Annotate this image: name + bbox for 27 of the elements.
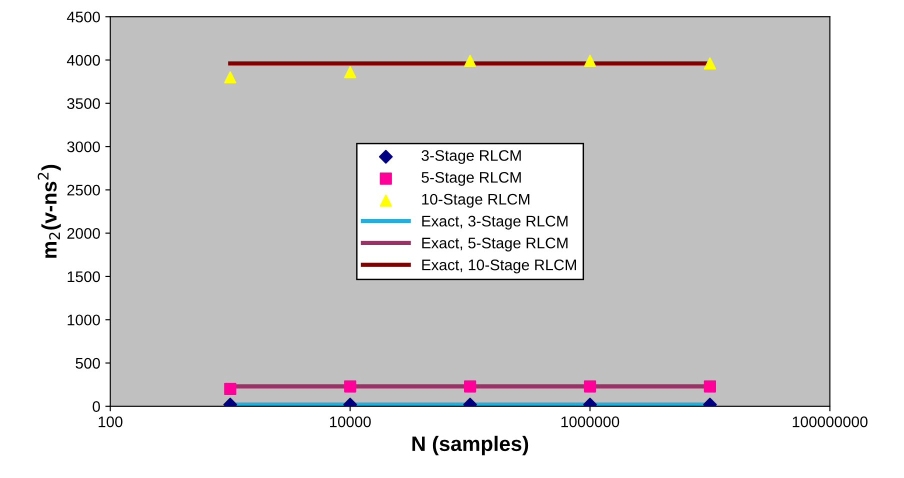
legend-label: 10-Stage RLCM	[422, 194, 530, 208]
legend-label: 3-Stage RLCM	[422, 150, 521, 164]
y-tick-label: 3000	[67, 141, 100, 152]
legend-label: 5-Stage RLCM	[422, 172, 521, 186]
point	[224, 71, 236, 84]
x-axis-title: N (samples)	[412, 436, 528, 456]
x-tick-label: 1000000	[561, 416, 620, 428]
legend-label: Exact, 3-Stage RLCM	[422, 216, 568, 230]
point	[464, 54, 476, 67]
point	[704, 57, 716, 70]
y-tick-label: 1000	[68, 314, 100, 326]
point	[344, 66, 356, 78]
point	[584, 54, 596, 67]
x-tick-label: 10000	[330, 416, 371, 428]
x-tick-label: 100	[98, 416, 122, 428]
legend-label: Exact, 10-Stage RLCM	[422, 260, 576, 274]
y-tick-label: 4500	[66, 12, 100, 22]
y-axis-title: m$_{2}$(v-ns$^{2}$)	[38, 164, 61, 258]
y-tick-label: 2500	[67, 184, 100, 196]
y-tick-label: 0	[92, 401, 100, 412]
y-tick-label: 2000	[67, 228, 100, 239]
x-tick-label: 100000000	[792, 416, 868, 428]
y-tick-label: 4000	[66, 54, 100, 66]
y-tick-label: 3500	[67, 98, 100, 109]
y-tick-label: 1500	[68, 271, 100, 282]
legend-label: Exact, 5-Stage RLCM	[422, 238, 568, 252]
y-tick-label: 500	[76, 358, 100, 369]
